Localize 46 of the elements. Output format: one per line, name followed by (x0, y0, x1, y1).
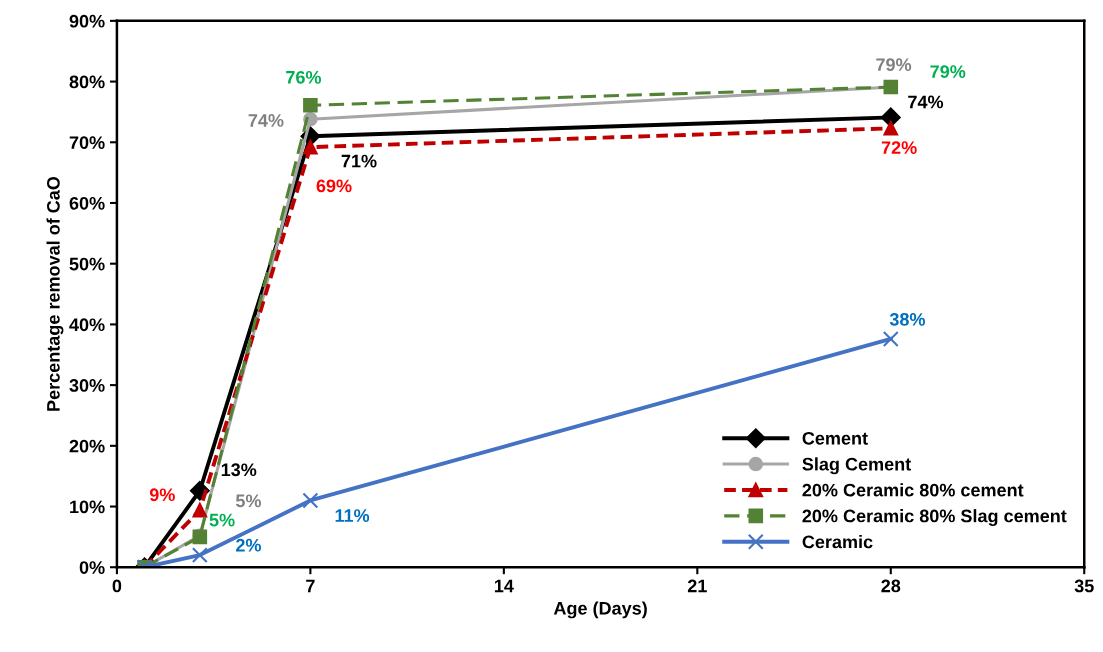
data-label: 74% (248, 114, 284, 127)
y-tick-label: 70% (69, 136, 105, 149)
legend-label: Ceramic (802, 535, 873, 549)
x-tick-label: 0 (112, 579, 122, 593)
data-label: 5% (209, 513, 235, 527)
data-label: 11% (335, 509, 370, 522)
point (303, 139, 318, 155)
y-tick-label: 80% (69, 75, 105, 89)
x-tick-label: 28 (881, 579, 901, 593)
point (303, 97, 318, 113)
y-tick-label: 10% (70, 500, 105, 514)
point (302, 492, 319, 509)
point (883, 121, 899, 136)
data-label: 2% (236, 538, 262, 552)
data-label: 13% (221, 463, 257, 477)
data-label: 9% (149, 488, 175, 502)
y-tick-label: 50% (69, 257, 105, 271)
data-label: 79% (876, 58, 912, 72)
y-tick-label: 60% (69, 196, 105, 210)
legend-label: 20% Ceramic 80% Slag cement (802, 509, 1067, 527)
x-tick-label: 7 (306, 579, 315, 593)
y-tick-label: 0% (79, 561, 105, 574)
data-label: 79% (930, 65, 966, 78)
legend-label: Cement (802, 431, 868, 445)
point (882, 330, 899, 347)
legend-label: 20% Ceramic 80% cement (802, 483, 1024, 497)
data-label: 38% (889, 312, 926, 326)
x-tick-label: 14 (494, 579, 514, 593)
data-label: 76% (286, 70, 322, 84)
point (191, 547, 208, 564)
y-tick-label: 30% (69, 379, 105, 392)
data-label: 74% (908, 95, 944, 109)
data-label: 72% (881, 141, 917, 154)
x-tick-label: 21 (687, 579, 707, 593)
y-axis-title: Percentage removal of CaO (46, 176, 64, 411)
y-tick-label: 40% (69, 318, 105, 332)
point (192, 502, 208, 518)
data-label: 69% (316, 179, 352, 193)
point (880, 107, 901, 128)
legend-label: Slag Cement (802, 457, 911, 475)
data-label: 5% (235, 494, 262, 508)
y-tick-label: 20% (69, 439, 105, 453)
data-label: 71% (341, 154, 377, 168)
y-tick-label: 90% (69, 14, 105, 28)
x-tick-label: 35 (1074, 579, 1094, 593)
x-axis-title: Age (Days) (553, 601, 647, 619)
